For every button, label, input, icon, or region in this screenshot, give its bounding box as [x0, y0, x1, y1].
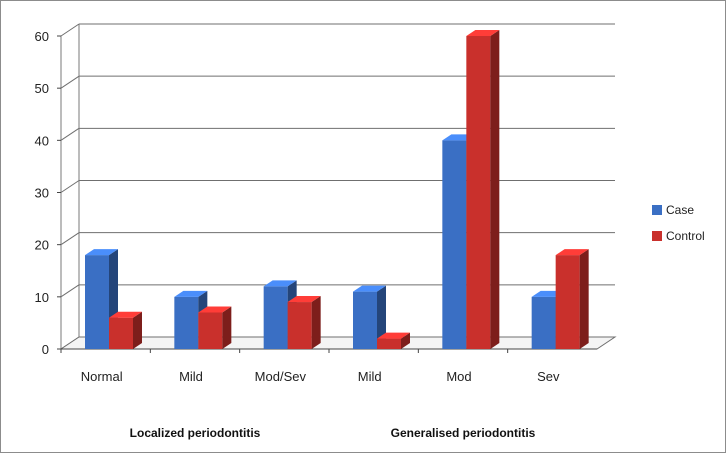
legend-label-control: Control [666, 229, 705, 243]
bar-side [490, 30, 500, 349]
bar-side [401, 332, 410, 349]
bar-control-mod [466, 30, 500, 349]
gridline-side [60, 75, 80, 89]
bar-control-mild [198, 306, 232, 349]
y-tick-label: 60 [35, 29, 49, 44]
bar-front [85, 255, 109, 349]
y-tick-label: 10 [35, 290, 49, 305]
gridline-side [60, 284, 80, 298]
bar-front [109, 317, 133, 349]
bar-front [174, 296, 199, 349]
bar-control-mod-sev [287, 296, 321, 349]
bar-control-normal [109, 311, 142, 349]
bar-front [531, 296, 556, 349]
bar-control-sev [555, 249, 589, 349]
bar-case-mild [353, 285, 386, 349]
bar-front [555, 255, 580, 349]
bar-top [263, 280, 297, 287]
bar-side [579, 249, 589, 349]
gridline-side [60, 232, 80, 246]
bar-control-mild [377, 332, 410, 349]
bar-side [133, 311, 142, 349]
legend-swatch-case [652, 205, 662, 215]
group-label: Generalised periodontitis [391, 426, 536, 440]
bar-front [466, 36, 491, 349]
x-tick-label: Mod/Sev [255, 369, 307, 384]
y-tick-label: 40 [35, 133, 49, 148]
bar-top [85, 249, 118, 256]
x-tick-label: Normal [81, 369, 123, 384]
bar-side [311, 296, 321, 349]
legend: Case Control [652, 203, 705, 243]
bar-top [377, 332, 410, 339]
bar-top [174, 290, 208, 297]
x-tick-label: Mod [446, 369, 471, 384]
y-tick-label: 30 [35, 186, 49, 201]
bar-front [353, 291, 377, 349]
x-tick-label: Sev [537, 369, 560, 384]
bar-top [555, 249, 589, 256]
x-tick-label: Mild [179, 369, 203, 384]
gridline-side [60, 127, 80, 141]
group-label: Localized periodontitis [130, 426, 261, 440]
gridline-side [60, 23, 80, 37]
labels-layer: 0 10 20 30 40 50 60 Normal Mild Mod/Sev Mild Mod Sev… [35, 29, 560, 440]
x-tick-label: Mild [358, 369, 382, 384]
y-tick-label: 50 [35, 81, 49, 96]
gridline-side [60, 180, 80, 193]
y-tick-label: 20 [35, 238, 49, 253]
bar-front [377, 338, 401, 349]
bar-side [222, 306, 232, 349]
y-tick-label: 0 [42, 342, 49, 357]
bar-front [287, 302, 312, 349]
axes-layer [57, 35, 597, 353]
bar-front [263, 286, 288, 349]
bar-top [109, 311, 142, 318]
bar-top [353, 285, 386, 292]
bar-top [287, 296, 321, 303]
legend-swatch-control [652, 231, 662, 241]
bar-front [198, 312, 223, 349]
bar-front [442, 140, 467, 349]
bar-side [377, 285, 386, 349]
bar-top [466, 30, 500, 36]
bars-layer [85, 30, 589, 349]
legend-label-case: Case [666, 203, 694, 217]
bar-top [198, 306, 232, 313]
